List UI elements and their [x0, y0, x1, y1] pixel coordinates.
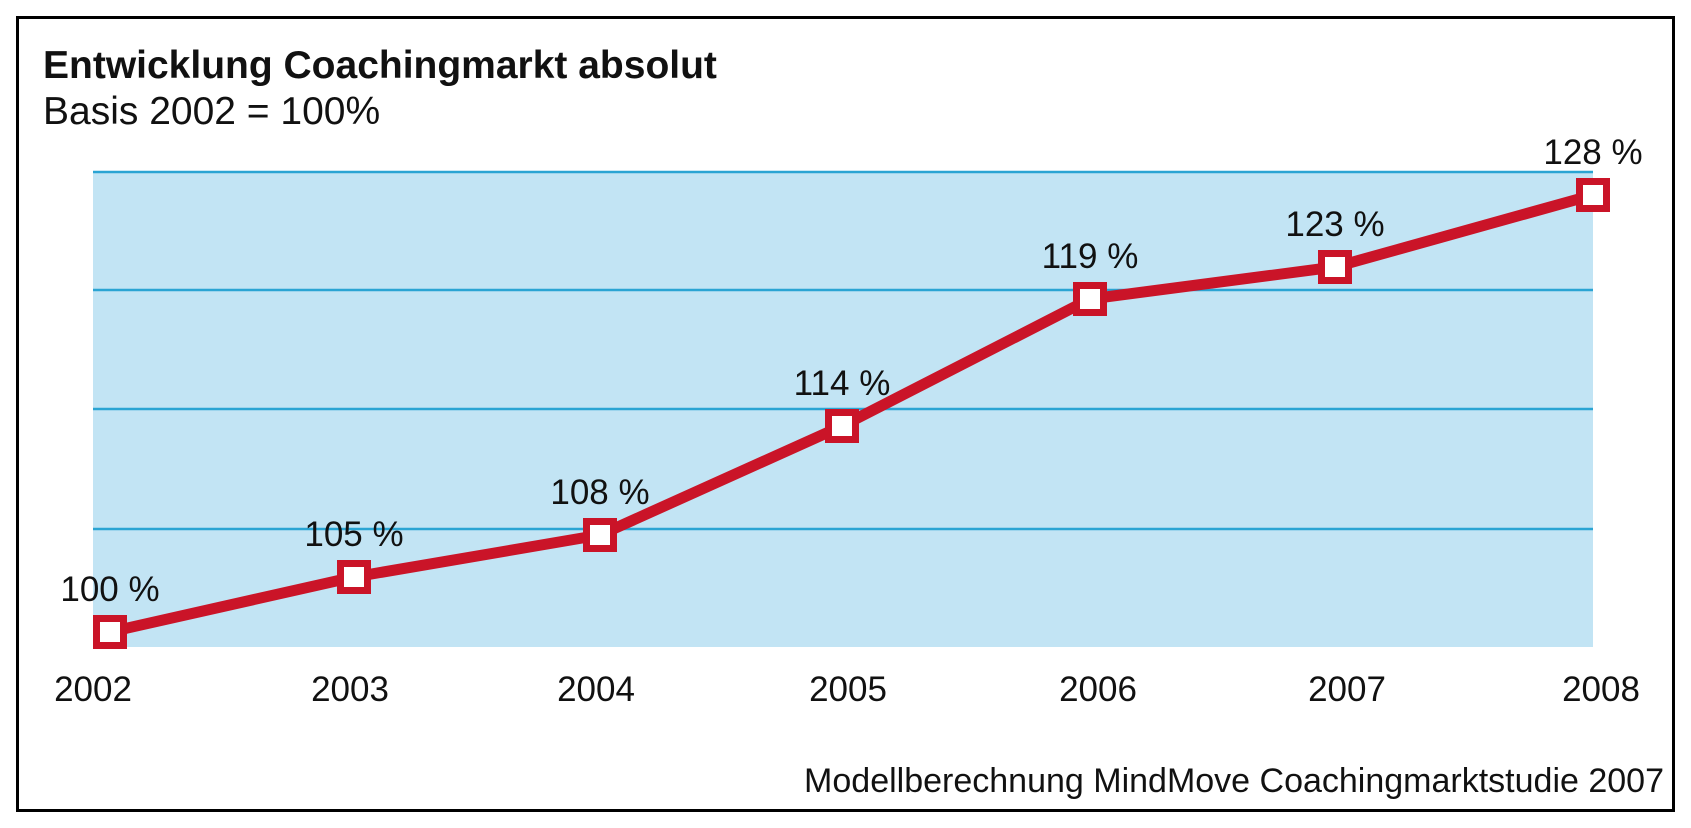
data-point-marker-2006 [1073, 282, 1107, 316]
chart-subtitle: Basis 2002 = 100% [43, 90, 381, 133]
x-tick-2003: 2003 [311, 670, 389, 709]
chart-title: Entwicklung Coachingmarkt absolut [43, 44, 717, 87]
data-point-marker-2004 [583, 518, 617, 552]
data-point-marker-2008 [1576, 178, 1610, 212]
data-label-2008: 128 % [1543, 133, 1643, 172]
data-point-marker-2002 [93, 615, 127, 649]
data-point-marker-2003 [337, 560, 371, 594]
source-note: Modellberechnung MindMove Coachingmarkts… [804, 762, 1664, 800]
x-tick-2006: 2006 [1059, 670, 1137, 709]
data-label-2003: 105 % [304, 515, 404, 554]
data-label-2004: 108 % [550, 473, 650, 512]
data-point-marker-2005 [825, 409, 859, 443]
x-tick-2004: 2004 [557, 670, 635, 709]
x-tick-2005: 2005 [809, 670, 887, 709]
x-tick-2002: 2002 [54, 670, 132, 709]
data-label-2006: 119 % [1041, 237, 1139, 276]
data-label-2007: 123 % [1285, 205, 1385, 244]
data-label-2002: 100 % [60, 570, 160, 609]
x-tick-2007: 2007 [1308, 670, 1386, 709]
x-tick-2008: 2008 [1562, 670, 1640, 709]
data-point-marker-2007 [1318, 250, 1352, 284]
data-label-2005: 114 % [793, 364, 891, 403]
